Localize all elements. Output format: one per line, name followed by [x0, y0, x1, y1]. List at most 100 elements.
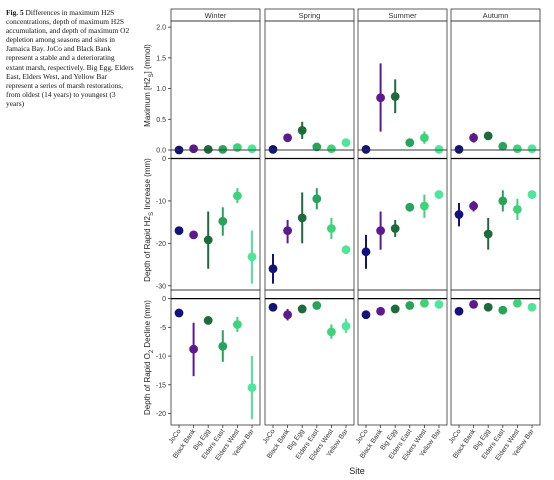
- data-point: [174, 308, 184, 318]
- y-axis-title-row-3: Depth of Rapid O2 Decline (mm): [143, 300, 155, 415]
- caption-label: Fig. 5: [6, 8, 24, 17]
- panel-frame: [357, 20, 448, 151]
- data-point: [498, 305, 508, 315]
- data-point: [283, 226, 292, 236]
- data-point: [218, 341, 228, 351]
- y-tick-label: -5: [160, 325, 166, 332]
- data-point: [233, 320, 242, 329]
- data-point: [527, 144, 537, 154]
- panel-frame: [450, 149, 541, 291]
- data-point: [341, 138, 351, 148]
- data-point: [469, 299, 478, 309]
- data-point: [233, 191, 242, 201]
- data-point: [434, 144, 444, 154]
- data-point: [483, 229, 493, 239]
- data-point: [247, 383, 257, 393]
- data-point: [233, 143, 242, 152]
- data-point: [189, 344, 199, 354]
- data-point: [327, 224, 336, 233]
- y-axis-title-row-1: Maximum [H2S] (mmol): [143, 44, 155, 127]
- data-point: [189, 230, 199, 240]
- season-label-winter: Winter: [205, 11, 227, 20]
- data-point: [247, 144, 257, 154]
- data-point: [327, 327, 336, 337]
- data-point: [405, 202, 415, 212]
- data-point: [268, 144, 278, 154]
- data-point: [454, 306, 464, 316]
- data-point: [247, 252, 257, 262]
- data-point: [469, 133, 478, 143]
- y-tick-label: 0: [162, 296, 166, 303]
- data-point: [218, 144, 228, 154]
- data-point: [405, 138, 415, 148]
- data-point: [361, 310, 371, 320]
- data-point: [312, 194, 322, 204]
- panel-frame: [357, 149, 448, 291]
- data-point: [341, 321, 351, 331]
- data-point: [513, 204, 522, 214]
- data-point: [297, 304, 307, 314]
- season-label-spring: Spring: [299, 11, 321, 20]
- y-tick-label: -10: [156, 354, 166, 361]
- data-point: [527, 190, 537, 199]
- data-point: [390, 304, 400, 314]
- data-point: [420, 298, 429, 308]
- panel-frame: [450, 20, 541, 151]
- y-tick-label: 1.0: [156, 86, 166, 93]
- data-point: [420, 201, 429, 211]
- y-tick-label: -20: [156, 241, 166, 248]
- panel-frame: [264, 20, 355, 151]
- data-point: [420, 133, 429, 143]
- data-point: [268, 264, 278, 274]
- data-point: [376, 93, 385, 103]
- y-tick-label: 2.0: [156, 25, 166, 32]
- data-point: [312, 301, 322, 310]
- caption-text: Differences in maximum H2S concentration…: [6, 8, 134, 108]
- data-point: [283, 310, 292, 320]
- y-tick-label: -30: [156, 283, 166, 290]
- data-point: [483, 302, 493, 312]
- y-tick-label: 0.0: [156, 148, 166, 155]
- data-point: [361, 247, 371, 257]
- data-point: [297, 125, 307, 135]
- data-point: [434, 190, 444, 199]
- data-point: [434, 299, 444, 309]
- y-tick-label: -10: [156, 198, 166, 205]
- figure-caption: Fig. 5 Differences in maximum H2S concen…: [6, 8, 134, 108]
- data-point: [312, 142, 322, 152]
- data-point: [218, 216, 228, 226]
- data-point: [513, 144, 522, 154]
- y-axis-title-row-2: Depth of Rapid H2S Increase (mm): [143, 158, 155, 282]
- data-point: [189, 144, 199, 154]
- data-point: [283, 133, 292, 143]
- data-point: [297, 213, 307, 223]
- panel-frame: [264, 289, 355, 426]
- data-point: [454, 210, 464, 219]
- data-point: [498, 141, 508, 151]
- data-point: [469, 201, 478, 211]
- data-point: [405, 301, 415, 310]
- y-tick-label: -15: [156, 382, 166, 389]
- data-point: [376, 306, 385, 316]
- data-point: [174, 226, 184, 236]
- x-axis-title: Site: [349, 466, 365, 476]
- data-point: [268, 302, 278, 312]
- data-point: [376, 226, 385, 236]
- panel-frame: [264, 149, 355, 291]
- data-point: [203, 144, 213, 154]
- data-point: [341, 245, 351, 255]
- panel-frame: [170, 289, 261, 426]
- data-point: [498, 196, 508, 206]
- panel-frame: [357, 289, 448, 426]
- data-point: [390, 224, 400, 233]
- panel-frame: [450, 289, 541, 426]
- panel-frame: [170, 20, 261, 151]
- y-tick-label: 0: [162, 156, 166, 163]
- season-label-autumn: Autumn: [483, 11, 509, 20]
- season-label-summer: Summer: [388, 11, 417, 20]
- y-tick-label: -20: [156, 411, 166, 418]
- data-point: [527, 302, 537, 312]
- y-tick-label: 1.5: [156, 55, 166, 62]
- y-tick-label: 0.5: [156, 117, 166, 124]
